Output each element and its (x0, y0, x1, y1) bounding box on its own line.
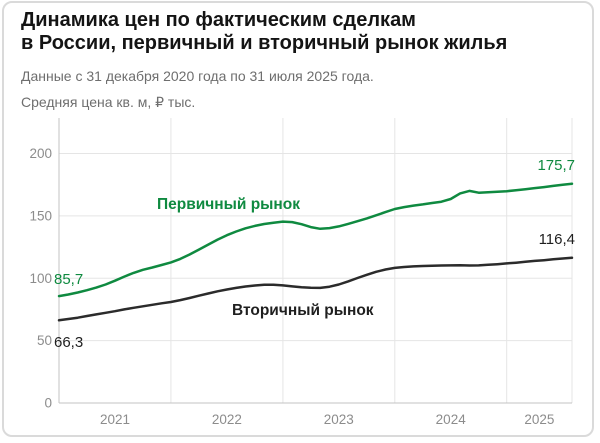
page-title-line1: Динамика цен по фактическим сделкам (21, 9, 416, 31)
x-axis-tick-label: 2022 (212, 412, 242, 427)
y-axis-tick-label: 50 (37, 333, 52, 348)
x-axis-tick-label: 2021 (100, 412, 130, 427)
y-axis-tick-label: 200 (29, 146, 52, 161)
secondary-start-value-label: 66,3 (54, 334, 83, 351)
chart-units-subtitle: Средняя цена кв. м, ₽ тыс. (21, 94, 196, 110)
chart-card-frame (2, 1, 594, 437)
chart-period-subtitle: Данные с 31 декабря 2020 года по 31 июля… (21, 68, 374, 84)
chart-subtitle: Данные с 31 декабря 2020 года по 31 июля… (21, 63, 581, 115)
primary-market-line (57, 182, 574, 298)
chart-header: Динамика цен по фактическим сделкам в Ро… (21, 9, 581, 115)
page-title: Динамика цен по фактическим сделкам в Ро… (21, 9, 581, 55)
y-axis-tick-label: 0 (44, 396, 52, 411)
x-axis-tick-label: 2024 (436, 412, 467, 427)
primary-market-series-label: Первичный рынок (157, 196, 300, 213)
x-axis-tick-label: 2023 (324, 412, 354, 427)
x-axis-tick-label: 2025 (524, 412, 554, 427)
secondary-market-series-label: Вторичный рынок (232, 302, 374, 319)
secondary-market-line (57, 256, 574, 322)
y-axis-tick-label: 100 (29, 271, 52, 286)
primary-end-value-label: 175,7 (537, 157, 575, 174)
secondary-end-value-label: 116,4 (539, 231, 575, 248)
page-title-line2: в России, первичный и вторичный рынок жи… (21, 32, 508, 54)
primary-start-value-label: 85,7 (54, 271, 83, 288)
y-axis-tick-label: 150 (29, 208, 52, 223)
